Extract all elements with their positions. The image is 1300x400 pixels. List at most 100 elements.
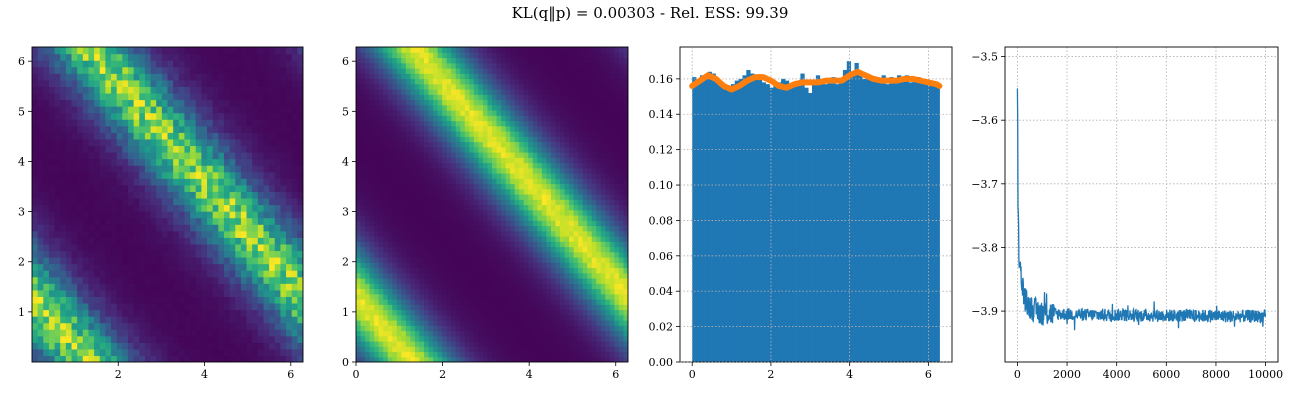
- heatmap-cell: [235, 197, 242, 206]
- density-cell: [401, 330, 407, 337]
- density-cell: [482, 335, 489, 342]
- density-cell: [451, 194, 457, 200]
- heatmap-cell: [223, 125, 231, 133]
- heatmap-cell: [246, 322, 253, 330]
- y-tick-label: 6: [18, 55, 25, 68]
- density-cell: [446, 330, 452, 337]
- heatmap-cell: [212, 342, 219, 350]
- density-cell: [473, 146, 479, 153]
- density-cell: [369, 257, 375, 263]
- density-cell: [383, 236, 389, 242]
- density-cell: [510, 320, 516, 326]
- x-tick-label: 6: [287, 368, 294, 381]
- heatmap-cell: [156, 230, 163, 238]
- density-cell: [482, 199, 489, 206]
- heatmap-cell: [280, 197, 287, 206]
- density-cell: [365, 62, 371, 69]
- heatmap-cell: [223, 270, 231, 278]
- density-cell: [360, 299, 366, 305]
- heatmap-cell: [286, 263, 293, 271]
- density-cell: [460, 178, 466, 185]
- heatmap-cell: [32, 204, 39, 212]
- heatmap-cell: [77, 309, 84, 317]
- density-cell: [442, 209, 448, 216]
- density-cell: [396, 110, 402, 116]
- heatmap-cell: [286, 250, 293, 258]
- heatmap-cell: [173, 99, 180, 107]
- heatmap-cell: [54, 197, 61, 206]
- heatmap-cell: [167, 60, 174, 68]
- heatmap-cell: [167, 217, 174, 225]
- heatmap-cell: [240, 283, 248, 291]
- heatmap-cell: [65, 211, 73, 219]
- heatmap-cell: [269, 145, 276, 153]
- heatmap-cell: [144, 276, 152, 284]
- density-cell: [460, 335, 466, 342]
- density-cell: [482, 131, 489, 137]
- heatmap-cell: [252, 309, 259, 317]
- heatmap-cell: [133, 158, 140, 166]
- density-cell: [519, 68, 525, 74]
- heatmap-cell: [257, 112, 265, 120]
- heatmap-cell: [88, 289, 95, 297]
- heatmap-cell: [105, 302, 112, 311]
- density-cell: [510, 157, 516, 164]
- density-cell: [460, 188, 466, 195]
- heatmap-cell: [297, 165, 303, 173]
- heatmap-cell: [167, 132, 174, 140]
- density-cell: [532, 183, 538, 190]
- heatmap-cell: [133, 106, 140, 114]
- heatmap-cell: [122, 309, 129, 317]
- density-cell: [392, 47, 398, 53]
- heatmap-cell: [99, 53, 106, 61]
- heatmap-cell: [184, 138, 191, 147]
- heatmap-cell: [291, 106, 298, 114]
- density-cell: [514, 320, 520, 326]
- heatmap-cell: [156, 348, 163, 357]
- density-cell: [419, 251, 425, 258]
- density-cell: [501, 57, 507, 64]
- density-cell: [410, 346, 416, 353]
- heatmap-cell: [229, 66, 236, 74]
- heatmap-cell: [184, 66, 191, 74]
- density-cell: [392, 257, 398, 263]
- density-cell: [519, 125, 525, 132]
- density-cell: [419, 309, 425, 316]
- density-cell: [401, 141, 407, 148]
- density-cell: [446, 314, 452, 321]
- density-cell: [356, 293, 362, 300]
- density-cell: [428, 356, 434, 362]
- heatmap-cell: [77, 86, 84, 94]
- density-cell: [401, 188, 407, 195]
- density-cell: [428, 162, 434, 169]
- density-cell: [419, 304, 425, 311]
- heatmap-cell: [229, 165, 236, 173]
- heatmap-cell: [156, 184, 163, 192]
- density-cell: [482, 146, 489, 153]
- density-cell: [532, 162, 538, 169]
- density-cell: [419, 278, 425, 284]
- density-cell: [410, 178, 416, 185]
- heatmap-cell: [223, 197, 231, 206]
- density-cell: [378, 262, 384, 269]
- heatmap-cell: [71, 276, 78, 284]
- density-cell: [519, 52, 525, 59]
- density-cell: [369, 346, 375, 353]
- density-cell: [360, 47, 366, 53]
- density-cell: [541, 320, 547, 326]
- density-cell: [469, 246, 475, 253]
- heatmap-cell: [286, 243, 293, 252]
- density-cell: [501, 304, 507, 311]
- heatmap-cell: [116, 119, 123, 127]
- heatmap-cell: [178, 60, 186, 68]
- heatmap-cell: [105, 204, 112, 212]
- density-cell: [360, 146, 366, 153]
- heatmap-cell: [286, 112, 293, 120]
- heatmap-cell: [207, 99, 214, 107]
- density-cell: [469, 78, 475, 85]
- heatmap-cell: [286, 125, 293, 133]
- density-cell: [482, 141, 489, 148]
- density-cell: [505, 125, 511, 132]
- heatmap-cell: [297, 86, 303, 94]
- density-cell: [473, 335, 479, 342]
